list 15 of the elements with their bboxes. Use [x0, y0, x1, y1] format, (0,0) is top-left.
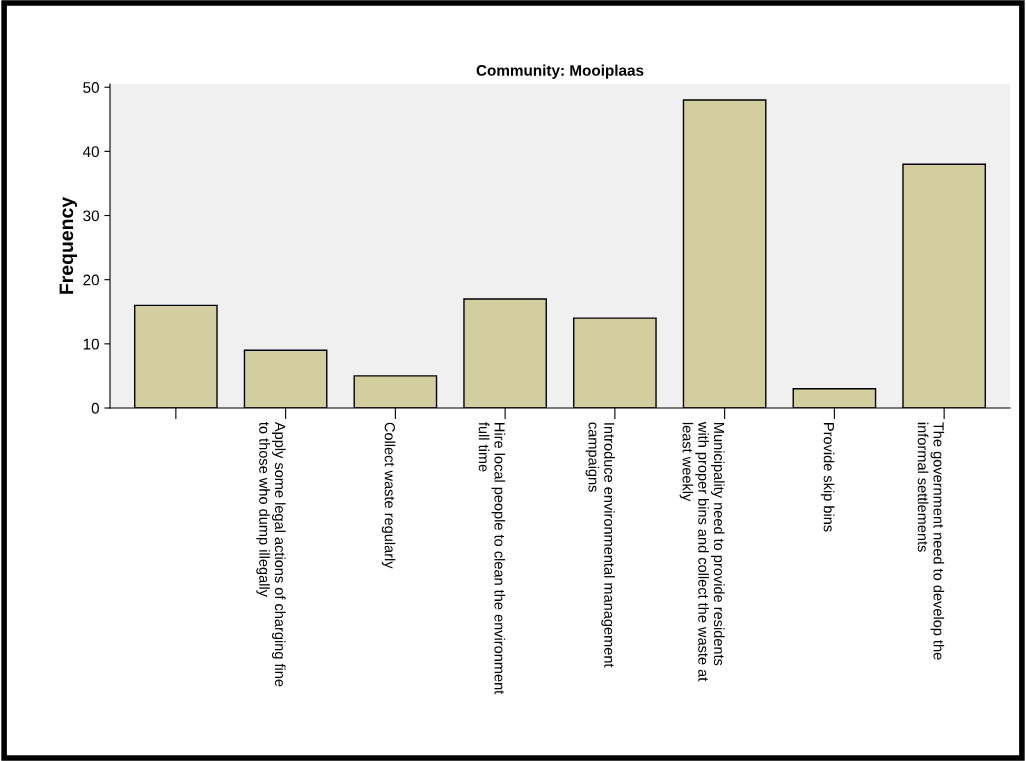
y-tick-label: 30 [83, 210, 99, 222]
y-tick-label: 10 [83, 338, 99, 350]
x-tick-label: Introduce environmental management campaigns [585, 422, 615, 668]
x-tick-label: The government need to develop the informal settlements [917, 422, 945, 660]
x-tick-label: Collect waste regularly [381, 422, 396, 569]
chart-title: Community: Mooiplaas [476, 64, 644, 79]
x-tick-label: Hire local people to clean the environment full time [478, 422, 506, 695]
x-tick-label: Municipality need to provide residents with proper bins and collect the waste at least weekly [679, 421, 725, 682]
y-axis-title: Frequency [59, 196, 78, 294]
y-tick-label: 20 [83, 274, 99, 286]
x-tick-label: Apply some legal actions of charging fine to those who dump illegally [256, 421, 286, 687]
y-tick-label: 0 [91, 402, 99, 414]
x-tick-label: Provide skip bins [820, 423, 835, 532]
y-tick-label: 50 [83, 82, 99, 93]
y-tick-label: 40 [82, 146, 99, 158]
